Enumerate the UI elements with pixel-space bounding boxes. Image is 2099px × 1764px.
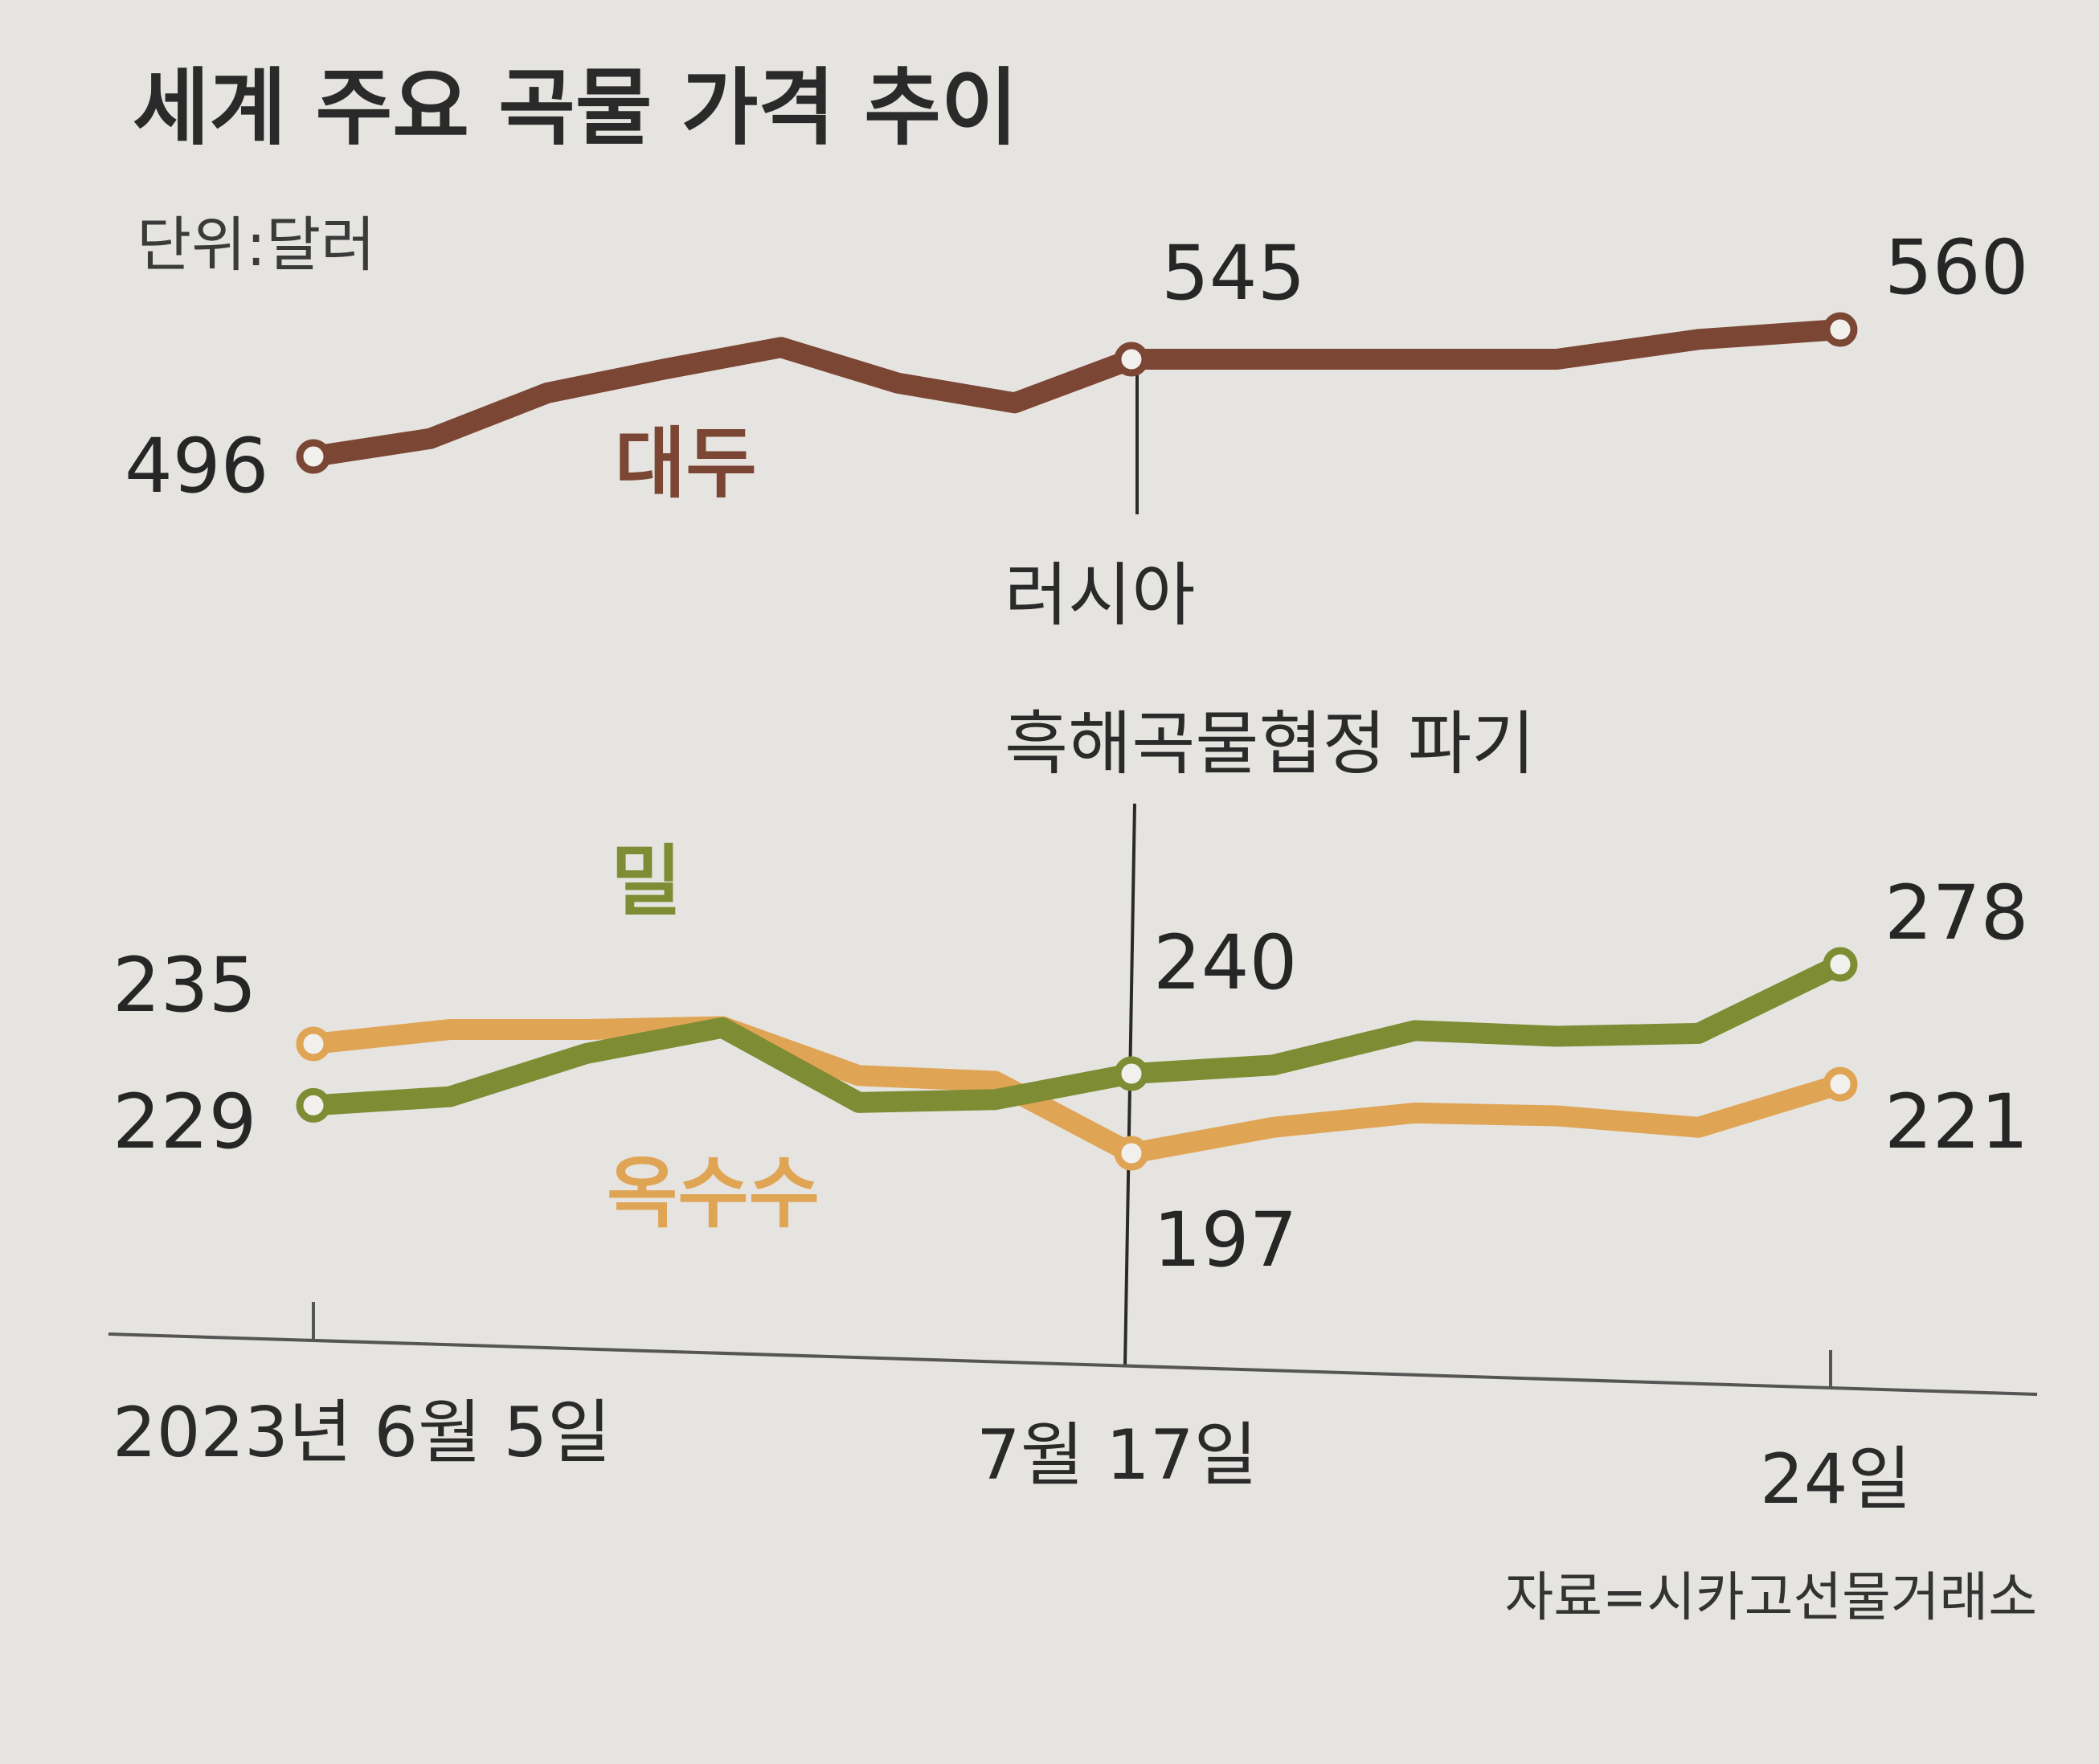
corn-point-marked [1114,1136,1149,1171]
wheat-point-last [1823,947,1858,982]
unit-label: 단위:달러 [137,211,375,280]
soy-last-label: 560 [1884,224,2028,312]
x-axis [108,1332,2038,1396]
corn-marked-label: 197 [1153,1197,1297,1284]
corn-last-label: 221 [1884,1078,2028,1166]
annotation-line-1: 러시아 [1004,555,1195,636]
x-tick-label-2: 24일 [1760,1439,1912,1520]
wheat-point-marked [1114,1056,1149,1091]
annotation-line-2: 흑해곡물협정 파기 [1004,704,1535,784]
wheat-point-first [296,1087,331,1123]
soy-point-marked [1114,342,1149,377]
soy-point-first [296,439,331,474]
chart-title: 세계 주요 곡물 가격 추이 [133,59,1018,157]
wheat-first-label: 229 [113,1078,256,1166]
wheat-series-line [303,954,1851,1116]
soy-first-label: 496 [125,423,268,510]
corn-series-line [303,1016,1851,1164]
x-tick-label-1: 7월 17일 [976,1415,1258,1496]
x-tick-label-0: 2023년 6월 5일 [113,1393,611,1473]
soy-series-line [303,319,1851,467]
corn-series-label: 옥수수 [607,1148,820,1238]
corn-point-first [296,1026,331,1062]
soy-marked-label: 545 [1161,230,1305,317]
source-note: 자료=시카고선물거래소 [1504,1566,2037,1628]
corn-point-last [1823,1066,1858,1102]
soy-series-label: 대두 [615,419,757,509]
corn-first-label: 235 [113,942,256,1029]
wheat-last-label: 278 [1884,870,2028,957]
soy-point-last [1823,312,1858,347]
wheat-marked-label: 240 [1153,919,1297,1007]
wheat-series-label: 밀 [611,837,681,927]
